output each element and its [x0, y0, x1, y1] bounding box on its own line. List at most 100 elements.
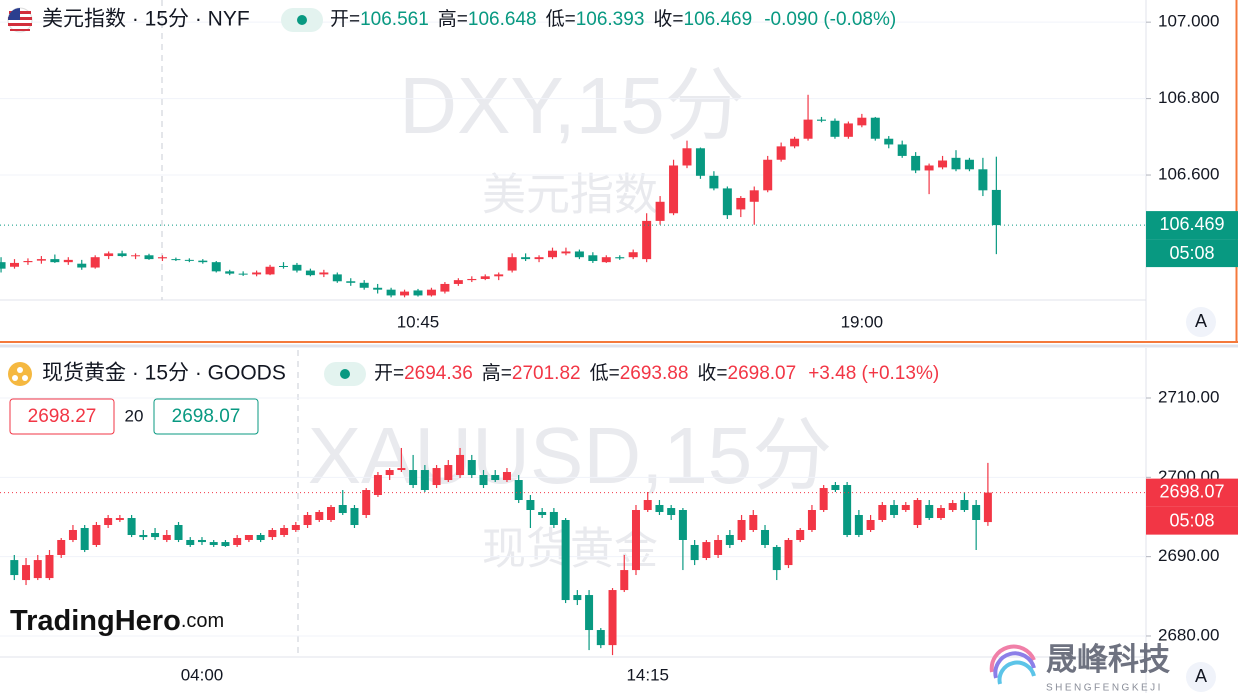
candle-body	[467, 278, 477, 281]
candle-body	[682, 148, 692, 166]
ohlc-key: 开=	[374, 363, 404, 384]
candle-body	[897, 144, 907, 156]
visibility-toggle[interactable]	[324, 362, 366, 386]
last-price-label: 2698.07	[1159, 481, 1224, 501]
ohlc-change: +3.48 (+0.13%)	[808, 363, 939, 384]
candle-body	[620, 570, 629, 591]
candle-body	[737, 520, 746, 540]
candle-body	[0, 262, 6, 269]
ohlc-value: 2693.88	[620, 363, 689, 384]
candle-body	[456, 454, 465, 476]
candle-body	[268, 529, 277, 538]
candle-body	[494, 274, 504, 277]
candle-body	[655, 505, 664, 512]
candle-body	[642, 220, 652, 260]
candle-body	[480, 276, 490, 279]
candle-body	[90, 257, 100, 268]
candle-body	[655, 201, 665, 221]
candle-body	[601, 257, 611, 263]
watermark: DXY,15分	[399, 61, 744, 150]
ohlc-key: 开=	[330, 9, 360, 30]
scale-button[interactable]	[1186, 307, 1216, 337]
candle-body	[502, 472, 511, 481]
candle-body	[117, 253, 127, 257]
countdown-label: 05:08	[1169, 243, 1214, 263]
candle-body	[936, 508, 945, 519]
candle-body	[615, 257, 625, 259]
candle-body	[596, 630, 605, 646]
candle-body	[608, 590, 617, 646]
last-price-label: 106.469	[1159, 214, 1224, 234]
candle-body	[817, 119, 826, 121]
candle-body	[221, 542, 230, 547]
candle-body	[80, 528, 89, 550]
candle-body	[534, 257, 544, 260]
candle-body	[776, 146, 786, 160]
candle-body	[291, 524, 300, 530]
candle-body	[561, 520, 570, 601]
candle-body	[319, 272, 329, 275]
candle-body	[33, 560, 42, 579]
brand-logo: TradingHero.com	[10, 605, 224, 637]
candle-body	[265, 266, 275, 275]
y-tick-label: 106.800	[1158, 88, 1219, 107]
candle-body	[913, 500, 922, 525]
candle-body	[628, 252, 638, 258]
candle-body	[10, 560, 19, 576]
candle-body	[843, 123, 853, 137]
candle-body	[162, 534, 171, 540]
watermark: XAUUSD,15分	[308, 411, 833, 500]
candle-body	[362, 490, 371, 516]
visibility-toggle[interactable]	[281, 8, 323, 32]
candle-body	[184, 259, 194, 261]
candle-body	[92, 524, 101, 545]
candle-body	[549, 511, 558, 525]
ask-box[interactable]	[153, 398, 259, 435]
bid-box[interactable]	[9, 398, 115, 435]
candle-body	[972, 505, 981, 521]
company-mark	[989, 644, 1036, 685]
candle-body	[938, 160, 948, 168]
candle-body	[951, 157, 961, 170]
candle-body	[901, 505, 910, 511]
symbol-title: 美元指数 · 15分 · NYF	[42, 8, 250, 31]
candle-body	[725, 534, 734, 545]
candle-body	[890, 505, 899, 516]
candle-body	[303, 515, 312, 525]
candle-body	[807, 510, 816, 530]
candle-body	[238, 273, 248, 275]
candle-body	[233, 538, 242, 545]
candle-body	[538, 511, 547, 516]
candle-body	[991, 189, 1001, 226]
candle-body	[36, 259, 46, 261]
candle-body	[413, 290, 423, 296]
candle-body	[830, 120, 840, 137]
candle-body	[131, 255, 141, 257]
gold-icon	[8, 362, 32, 386]
scale-button-label: A	[1195, 311, 1207, 331]
candle-body	[244, 534, 253, 540]
candle-body	[870, 117, 880, 139]
candle-body	[197, 539, 206, 543]
candle-body	[695, 148, 705, 176]
candle-body	[667, 508, 676, 516]
candle-body	[305, 270, 315, 276]
x-tick-label: 10:45	[397, 312, 440, 331]
ohlc-key: 低=	[546, 8, 576, 30]
candle-body	[790, 138, 800, 147]
candle-body	[77, 263, 87, 268]
brand-domain: .com	[181, 610, 224, 632]
candle-body	[749, 515, 758, 530]
candle-body	[373, 475, 382, 496]
candle-body	[409, 470, 418, 486]
candle-body	[690, 544, 699, 561]
ohlc-value: 106.648	[468, 9, 537, 30]
candle-body	[186, 539, 195, 545]
candle-body	[467, 460, 476, 476]
ohlc-value: 2698.07	[728, 363, 797, 384]
candle-body	[57, 539, 66, 555]
candle-body	[960, 500, 969, 511]
ohlc-key: 收=	[697, 362, 727, 384]
scale-button[interactable]	[1186, 662, 1216, 692]
candle-body	[709, 175, 719, 189]
